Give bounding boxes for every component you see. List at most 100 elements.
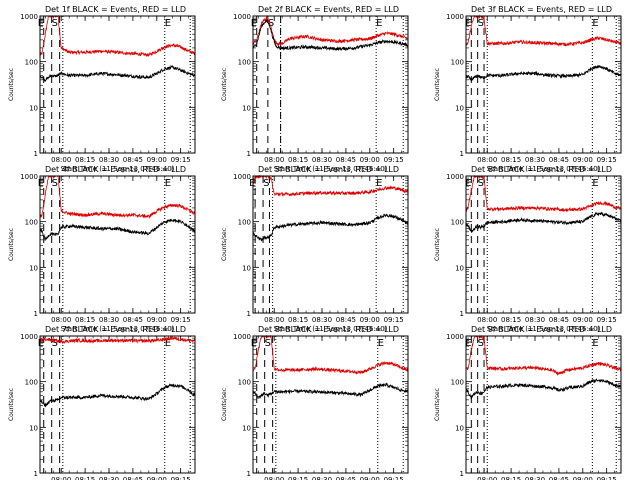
x-tick-label: 08:45	[336, 316, 356, 324]
events-series-line	[252, 213, 409, 242]
y-axis-label: Counts/sec	[221, 388, 228, 421]
y-tick-label: 10	[29, 264, 38, 272]
y-axis-label: Counts/sec	[221, 228, 228, 261]
x-tick-label: 08:00	[477, 156, 497, 164]
x-tick-label: 09:00	[573, 316, 593, 324]
y-tick-label: 1	[247, 150, 251, 158]
x-axis-label: Start Time (11-Sep-13 07:46:40)	[274, 165, 388, 173]
x-tick-label: 08:15	[288, 316, 308, 324]
events-series-line	[39, 64, 196, 83]
lld-series-line	[465, 334, 622, 376]
chart-title: Det 1f BLACK = Events, RED = LLD	[45, 5, 186, 14]
lld-series-line	[252, 174, 409, 197]
y-tick-label: 1000	[233, 13, 251, 21]
x-tick-label: 08:30	[99, 156, 119, 164]
chart-panel-6: Det 6f BLACK = Events, RED = LLD Counts/s…	[434, 165, 622, 333]
x-tick-label: 08:30	[312, 316, 332, 324]
events-series-line	[252, 382, 409, 399]
y-tick-label: 100	[25, 219, 38, 227]
y-tick-label: 100	[25, 379, 38, 387]
y-axis-label: Counts/sec	[434, 388, 441, 421]
marker-label: S	[478, 338, 484, 349]
chart-title: Det 8f BLACK = Events, RED = LLD	[258, 325, 399, 334]
y-tick-label: 1000	[20, 173, 38, 181]
y-tick-label: 10	[455, 264, 464, 272]
x-tick-label: 09:15	[384, 476, 404, 480]
marker-label: E	[38, 18, 44, 29]
chart-panel-4: Det 4f BLACK = Events, RED = LLD Counts/s…	[8, 165, 196, 333]
marker-label: E	[376, 18, 382, 29]
marker-label: E	[38, 178, 44, 189]
x-tick-label: 09:00	[147, 476, 167, 480]
plot-frame	[39, 335, 196, 474]
marker-label: E	[251, 338, 257, 349]
y-tick-label: 1	[34, 470, 38, 478]
x-tick-label: 09:15	[171, 476, 191, 480]
y-tick-label: 1	[34, 150, 38, 158]
x-tick-label: 08:15	[75, 156, 95, 164]
chart-title: Det 5f BLACK = Events, RED = LLD	[258, 165, 399, 174]
y-tick-label: 10	[455, 104, 464, 112]
y-tick-label: 1	[460, 310, 464, 318]
marker-label: S	[52, 18, 58, 29]
x-tick-label: 08:15	[288, 476, 308, 480]
x-tick-label: 08:45	[123, 476, 143, 480]
x-axis-label: Start Time (11-Sep-13 07:46:40)	[61, 325, 175, 333]
chart-panel-5: Det 5f BLACK = Events, RED = LLD Counts/s…	[221, 165, 409, 333]
x-tick-label: 08:15	[288, 156, 308, 164]
y-tick-label: 1000	[233, 333, 251, 341]
x-tick-label: 08:30	[525, 316, 545, 324]
y-tick-label: 1	[247, 310, 251, 318]
x-tick-label: 08:00	[477, 316, 497, 324]
y-tick-label: 10	[242, 104, 251, 112]
marker-label: E	[465, 178, 471, 189]
y-tick-label: 100	[238, 59, 251, 67]
x-tick-label: 09:00	[147, 156, 167, 164]
x-tick-label: 09:15	[171, 316, 191, 324]
y-tick-label: 10	[242, 424, 251, 432]
x-tick-label: 08:45	[549, 316, 569, 324]
chart-panel-1: Det 1f BLACK = Events, RED = LLD Counts/s…	[8, 5, 196, 173]
x-axis-label: Start Time (11-Sep-13 07:46:40)	[61, 165, 175, 173]
lld-series-line	[39, 15, 196, 57]
plot-frame	[252, 175, 409, 314]
x-tick-label: 09:15	[597, 156, 617, 164]
x-tick-label: 09:00	[360, 156, 380, 164]
y-tick-label: 1000	[20, 333, 38, 341]
plot-frame	[39, 175, 196, 314]
x-tick-label: 08:30	[99, 476, 119, 480]
y-tick-label: 1000	[20, 13, 38, 21]
x-tick-label: 08:30	[525, 156, 545, 164]
x-tick-label: 08:30	[312, 156, 332, 164]
y-axis-label: Counts/sec	[434, 228, 441, 261]
marker-label: E	[38, 338, 44, 349]
events-series-line	[465, 64, 622, 82]
chart-title: Det 3f BLACK = Events, RED = LLD	[471, 5, 612, 14]
marker-label: S	[263, 178, 269, 189]
marker-label: S	[52, 178, 58, 189]
chart-title: Det 7f BLACK = Events, RED = LLD	[45, 325, 186, 334]
chart-panel-7: Det 7f BLACK = Events, RED = LLD Counts/s…	[8, 325, 196, 480]
x-tick-label: 09:00	[573, 156, 593, 164]
lld-series-line	[465, 14, 621, 47]
marker-label: E	[592, 338, 598, 349]
chart-title: Det 2f BLACK = Events, RED = LLD	[258, 5, 399, 14]
x-axis-label: Start Time (11-Sep-13 07:46:40)	[487, 165, 601, 173]
x-tick-label: 08:15	[501, 156, 521, 164]
marker-label: E	[251, 18, 257, 29]
x-axis-label: Start Time (11-Sep-13 07:46:40)	[274, 325, 388, 333]
events-series-line	[39, 383, 196, 408]
x-tick-label: 09:15	[597, 316, 617, 324]
marker-label: S	[265, 338, 271, 349]
marker-label: S	[52, 338, 58, 349]
y-tick-label: 100	[25, 59, 38, 67]
x-tick-label: 08:00	[264, 156, 284, 164]
chart-panel-9: Det 9f BLACK = Events, RED = LLD Counts/s…	[434, 325, 622, 480]
x-tick-label: 09:15	[384, 156, 404, 164]
y-tick-label: 100	[238, 379, 251, 387]
x-tick-label: 08:00	[51, 316, 71, 324]
x-tick-label: 08:15	[501, 316, 521, 324]
marker-label: E	[465, 18, 471, 29]
x-tick-label: 08:45	[123, 316, 143, 324]
